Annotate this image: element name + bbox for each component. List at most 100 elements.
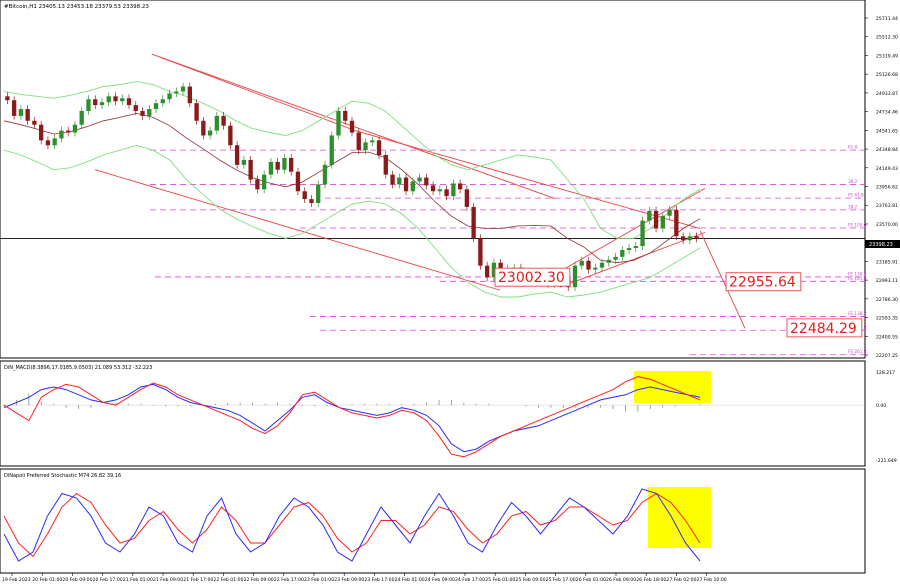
time-tick-label: 26 Feb 01:00 bbox=[576, 577, 606, 583]
price-axis: 25711.44 25512.30 25319.49 25126.68 24933.87… bbox=[0, 16, 898, 359]
price-tick-label: 22786.30 bbox=[876, 297, 898, 303]
fib-level-label: FE 100.0 bbox=[848, 222, 867, 227]
macd-label: DiN_MACD(8.3896,17.0185,9.0503) 21.089 5… bbox=[4, 365, 152, 371]
price-tick-label: 24734.46 bbox=[876, 110, 898, 116]
time-tick-label: 20 Feb 09:00 bbox=[62, 577, 92, 583]
candle-body bbox=[167, 93, 172, 100]
candle-body bbox=[282, 157, 287, 170]
candle-body bbox=[478, 238, 483, 266]
price-tick-label: 25319.49 bbox=[876, 53, 898, 59]
candle-body bbox=[660, 215, 665, 229]
time-tick-label: 24 Feb 01:00 bbox=[395, 577, 425, 583]
main-panel bbox=[0, 0, 866, 359]
price-annotation-label: 22955.64 bbox=[729, 275, 796, 291]
fib-level-label: 38.2 bbox=[848, 204, 858, 209]
time-tick-label: 20 Feb 17:00 bbox=[93, 577, 123, 583]
candle-body bbox=[322, 164, 328, 185]
price-tick-label: 25126.68 bbox=[876, 72, 898, 78]
candle-body bbox=[376, 140, 382, 156]
candle-body bbox=[586, 260, 591, 270]
channel-line bbox=[557, 187, 706, 273]
candle-body bbox=[45, 140, 51, 146]
candle-body bbox=[147, 109, 152, 116]
candle-body bbox=[86, 99, 91, 112]
candle-body bbox=[309, 199, 314, 204]
time-tick-label: 22 Feb 01:00 bbox=[213, 577, 243, 583]
price-tick-label: 25512.30 bbox=[876, 35, 898, 41]
candle-body bbox=[383, 155, 388, 175]
candle-body bbox=[126, 98, 132, 106]
time-tick-label: 27 Feb 10:00 bbox=[697, 577, 727, 583]
time-tick-label: 23 Feb 09:00 bbox=[334, 577, 364, 583]
candle-body bbox=[363, 142, 368, 151]
candle-body bbox=[579, 260, 584, 266]
price-tick-label: 23763.81 bbox=[876, 203, 898, 209]
candle-body bbox=[248, 159, 253, 180]
candle-body bbox=[275, 161, 280, 170]
stochastic-panel bbox=[0, 468, 866, 574]
price-tick-label: 22993.11 bbox=[876, 278, 898, 284]
candle-body bbox=[241, 159, 247, 165]
price-tick-label: 24348.84 bbox=[876, 147, 898, 153]
price-tick-label: 24933.87 bbox=[876, 91, 898, 97]
candle-body bbox=[647, 210, 652, 221]
candle-body bbox=[133, 105, 138, 112]
candle-body bbox=[180, 86, 186, 92]
candle-body bbox=[356, 132, 361, 151]
time-tick-label: 24 Feb 17:00 bbox=[455, 577, 485, 583]
candle-body bbox=[255, 179, 260, 190]
candle-body bbox=[430, 185, 436, 192]
candle-body bbox=[289, 157, 294, 172]
candle-body bbox=[66, 130, 71, 133]
candle-body bbox=[214, 115, 220, 131]
price-tick-label: 23185.91 bbox=[876, 259, 898, 265]
price-annotations: 23002.30 22955.64 22484.29 bbox=[494, 267, 863, 338]
candle-body bbox=[336, 111, 341, 136]
price-tick-label: 24541.65 bbox=[876, 128, 898, 134]
candle-body bbox=[694, 236, 699, 239]
time-tick-label: 26 Feb 18:00 bbox=[636, 577, 666, 583]
price-tick-label: 22207.25 bbox=[876, 353, 898, 359]
candle-body bbox=[620, 249, 625, 257]
fib-level-label: FE 161.8 bbox=[848, 276, 867, 281]
time-tick-label: 23 Feb 17:00 bbox=[364, 577, 394, 583]
candle-body bbox=[653, 210, 659, 229]
time-tick-label: 21 Feb 01:00 bbox=[123, 577, 153, 583]
candle-body bbox=[120, 98, 125, 102]
candle-body bbox=[349, 120, 355, 133]
candle-body bbox=[606, 259, 611, 263]
candle-body bbox=[113, 96, 118, 102]
candle-body bbox=[11, 100, 17, 116]
macd-indicator: 128.217 0.00 -221.649 bbox=[0, 370, 897, 464]
candle-body bbox=[572, 265, 578, 288]
candle-body bbox=[316, 184, 321, 204]
fib-level-label: FE 261.8 bbox=[848, 349, 867, 354]
candle-body bbox=[329, 135, 334, 165]
candle-body bbox=[39, 124, 44, 141]
candle-body bbox=[599, 262, 605, 268]
time-tick-label: 25 Feb 09:00 bbox=[515, 577, 545, 583]
macd-signal-line bbox=[3, 383, 701, 453]
current-price-label: 23398.23 bbox=[869, 242, 893, 248]
candle-body bbox=[437, 189, 443, 192]
time-tick-label: 22 Feb 09:00 bbox=[244, 577, 274, 583]
bollinger-bands bbox=[3, 81, 701, 298]
price-annotation-box bbox=[725, 272, 802, 292]
time-axis: 19 Feb 2023 20 Feb 01:00 20 Feb 09:00 20 Fe… bbox=[2, 573, 727, 583]
channel-line bbox=[94, 169, 501, 291]
price-annotation-label: 22484.29 bbox=[790, 321, 857, 337]
channel-line bbox=[354, 130, 701, 229]
fib-level-label: 38.2 bbox=[848, 179, 858, 184]
candle-body bbox=[207, 130, 213, 136]
candle-body bbox=[234, 145, 240, 165]
candle-body bbox=[343, 111, 348, 121]
candle-body bbox=[680, 236, 686, 241]
candle-body bbox=[18, 109, 24, 116]
stochastic-fast-line bbox=[3, 488, 701, 562]
candle-body bbox=[640, 220, 645, 247]
stochastic-highlight-box bbox=[648, 487, 711, 548]
chart-title: #Bitcoin,H1 23405.13 23453.18 23379.53 2… bbox=[4, 4, 149, 10]
candle-body bbox=[160, 99, 165, 104]
candle-body bbox=[451, 183, 456, 197]
